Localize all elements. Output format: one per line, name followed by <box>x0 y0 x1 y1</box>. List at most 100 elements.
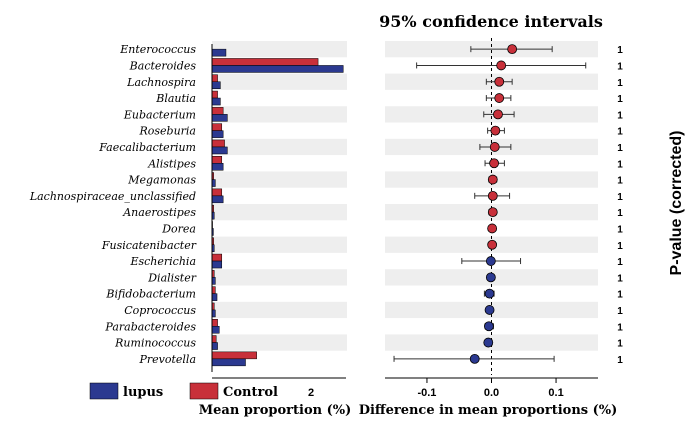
p-value-labels: 1 1 1 1 1 1 1 1 1 1 1 1 1 1 1 1 1 1 1 1 <box>617 45 623 366</box>
right-x-axis-label: Difference in mean proportions (%) <box>359 403 618 418</box>
ci-point <box>487 174 498 185</box>
taxon-label: Enterococcus <box>119 43 196 56</box>
left-x-axis-label: Mean proportion (%) <box>199 403 352 418</box>
ci-point <box>487 207 498 218</box>
ci-point <box>489 142 500 152</box>
p-value: 1 <box>617 45 623 56</box>
mean-proportion-axis: 2 <box>211 44 346 399</box>
taxon-label: Fusicatenibacter <box>101 239 197 252</box>
ci-plot: -0.1 0.0 0.1 <box>385 38 598 399</box>
taxon-label: Bifidobacterium <box>105 288 196 301</box>
ci-point <box>487 239 498 250</box>
taxon-label: Bacteroides <box>129 59 197 72</box>
row-stripe-left <box>212 301 347 319</box>
row-stripe-left <box>212 41 347 58</box>
bar-lupus <box>211 97 221 106</box>
ci-point <box>489 158 499 169</box>
bar-control <box>211 107 224 115</box>
bar-lupus <box>211 342 218 350</box>
row-stripe-left <box>212 334 347 351</box>
bar-control <box>211 139 225 148</box>
bar-lupus <box>211 65 344 73</box>
ci-point <box>487 223 498 234</box>
ci-point <box>490 125 501 136</box>
row-stripe-left <box>212 236 347 253</box>
taxon-label: Lachnospiraceae_unclassified <box>29 190 196 203</box>
row-stripe-left <box>212 73 347 90</box>
bar-lupus <box>211 179 216 187</box>
bar-control <box>211 286 216 294</box>
ci-point <box>496 60 507 71</box>
bar-lupus <box>211 163 224 171</box>
p-value: 1 <box>617 110 623 121</box>
p-value: 1 <box>617 94 623 105</box>
ci-point <box>469 353 480 364</box>
legend: lupus Control <box>89 382 278 400</box>
row-stripe-left <box>212 106 347 123</box>
taxon-label: Anaerostipes <box>122 206 196 219</box>
taxon-label: Ruminococcus <box>114 337 196 350</box>
bar-lupus <box>211 358 246 367</box>
p-value: 1 <box>617 192 623 203</box>
taxon-label: Alistipes <box>147 157 196 170</box>
p-value: 1 <box>617 143 623 154</box>
bar-lupus <box>211 130 224 138</box>
ci-point <box>484 305 495 315</box>
mean-proportion-bars <box>211 48 344 367</box>
p-value: 1 <box>617 290 623 301</box>
taxon-label: Faecalibacterium <box>98 141 196 154</box>
p-value: 1 <box>617 127 623 138</box>
p-value: 1 <box>617 306 623 317</box>
bar-control <box>211 74 218 82</box>
legend-label: Control <box>223 385 278 400</box>
bar-lupus <box>211 293 218 301</box>
bar-lupus <box>211 260 223 269</box>
row-stripe-left <box>212 269 347 286</box>
bar-lupus <box>211 195 224 204</box>
ci-point <box>493 109 503 120</box>
p-value: 1 <box>617 61 623 72</box>
taxon-label: Blautia <box>155 92 196 105</box>
p-value: 1 <box>617 257 623 268</box>
ci-point <box>484 321 494 332</box>
legend-swatch <box>89 382 119 400</box>
ci-point <box>484 288 495 299</box>
p-value: 1 <box>617 224 623 235</box>
bar-lupus <box>211 326 220 334</box>
ci-point <box>487 190 498 201</box>
p-value: 1 <box>617 159 623 170</box>
bar-control <box>211 90 218 99</box>
bar-lupus <box>211 309 216 318</box>
row-stripe-left <box>212 204 347 221</box>
p-value: 1 <box>617 208 623 219</box>
ci-x-tick-label: 0.0 <box>484 387 499 399</box>
bar-control <box>211 253 223 262</box>
taxon-label: Megamonas <box>127 174 196 187</box>
p-value: 1 <box>617 78 623 89</box>
taxon-label: Parabacteroides <box>104 320 196 333</box>
ci-point <box>494 93 505 103</box>
ci-x-tick-label: 0.1 <box>548 387 563 399</box>
bar-lupus <box>211 146 228 155</box>
bar-control <box>211 188 223 197</box>
bar-lupus <box>211 48 227 57</box>
ci-point <box>507 44 518 55</box>
bar-control <box>211 335 217 343</box>
bar-control <box>211 351 257 360</box>
p-value-axis-title: P-value (corrected) <box>668 131 685 276</box>
p-value: 1 <box>617 273 623 284</box>
taxon-labels: Enterococcus Bacteroides Lachnospira Blauti… <box>29 43 197 366</box>
taxon-label: Coprococcus <box>124 304 196 317</box>
taxon-label: Dialister <box>147 271 197 284</box>
p-value: 1 <box>617 339 623 350</box>
bar-control <box>211 156 223 164</box>
taxon-label: Lachnospira <box>126 76 196 89</box>
p-value: 1 <box>617 355 623 366</box>
taxon-label: Roseburia <box>138 125 196 138</box>
bar-control <box>211 319 218 327</box>
row-stripe-left <box>212 171 347 188</box>
legend-swatch <box>189 382 219 400</box>
legend-label: lupus <box>123 385 163 400</box>
bar-control <box>211 123 223 131</box>
taxon-label: Escherichia <box>129 255 196 268</box>
